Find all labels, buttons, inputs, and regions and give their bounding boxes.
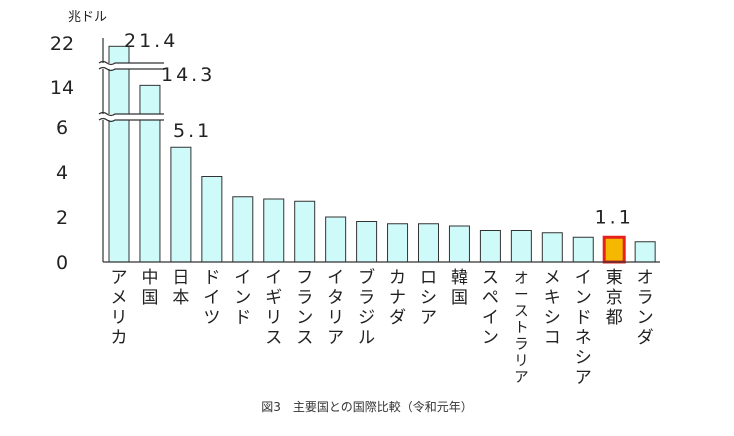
bar	[263, 198, 285, 263]
x-tick-label: インドネシア	[575, 268, 592, 388]
data-label: 5.1	[173, 120, 212, 142]
bar	[387, 223, 409, 263]
data-label: 1.1	[595, 206, 634, 228]
y-tick-label: 4	[56, 162, 68, 184]
y-tick-label: 6	[56, 117, 68, 139]
figure-caption: 図3 主要国との国際比較（令和元年）	[261, 400, 473, 414]
bar	[201, 176, 223, 263]
y-tick-label: 2	[56, 207, 68, 229]
x-tick-label: ブラジル	[358, 267, 375, 348]
x-tick-label: 東京都	[606, 268, 623, 328]
x-tick-label: ドイツ	[203, 268, 220, 328]
axis-break	[98, 111, 164, 123]
x-tick-label: オーストラリア	[514, 271, 529, 386]
bar	[448, 225, 470, 263]
x-tick-label: スペイン	[482, 268, 499, 348]
data-label: 14.3	[161, 64, 215, 86]
bar	[108, 45, 130, 263]
bar	[356, 221, 378, 263]
unit-label: 兆ドル	[68, 10, 107, 25]
x-tick-label: イギリス	[265, 268, 282, 348]
bar	[572, 236, 594, 263]
x-tick-label: カナダ	[389, 268, 406, 328]
x-tick-label: 日本	[172, 268, 189, 308]
x-tick-label: フランス	[296, 268, 313, 348]
bar	[325, 216, 347, 263]
bar	[634, 241, 656, 263]
x-tick-label: メキシコ	[544, 268, 561, 348]
bar	[510, 230, 532, 263]
x-tick-label: 韓国	[451, 268, 468, 308]
y-tick-label: 22	[50, 33, 74, 55]
bar	[294, 200, 316, 263]
data-label: 21.4	[124, 30, 178, 52]
bar	[418, 223, 439, 263]
bar	[139, 84, 161, 263]
bar	[479, 230, 501, 263]
x-tick-label: オランダ	[637, 268, 654, 348]
bar	[232, 196, 254, 263]
y-tick-label: 14	[50, 77, 74, 99]
x-tick-label: インド	[234, 268, 251, 328]
x-tick-label: イタリア	[327, 268, 344, 348]
x-tick-label: ロシア	[420, 268, 437, 328]
x-tick-label: アメリカ	[111, 268, 128, 348]
y-tick-label: 0	[56, 252, 68, 274]
bar	[541, 232, 563, 263]
axis-break	[98, 60, 164, 72]
bar	[170, 146, 192, 263]
x-tick-label: 中国	[141, 268, 158, 308]
bar-highlight	[602, 235, 626, 264]
